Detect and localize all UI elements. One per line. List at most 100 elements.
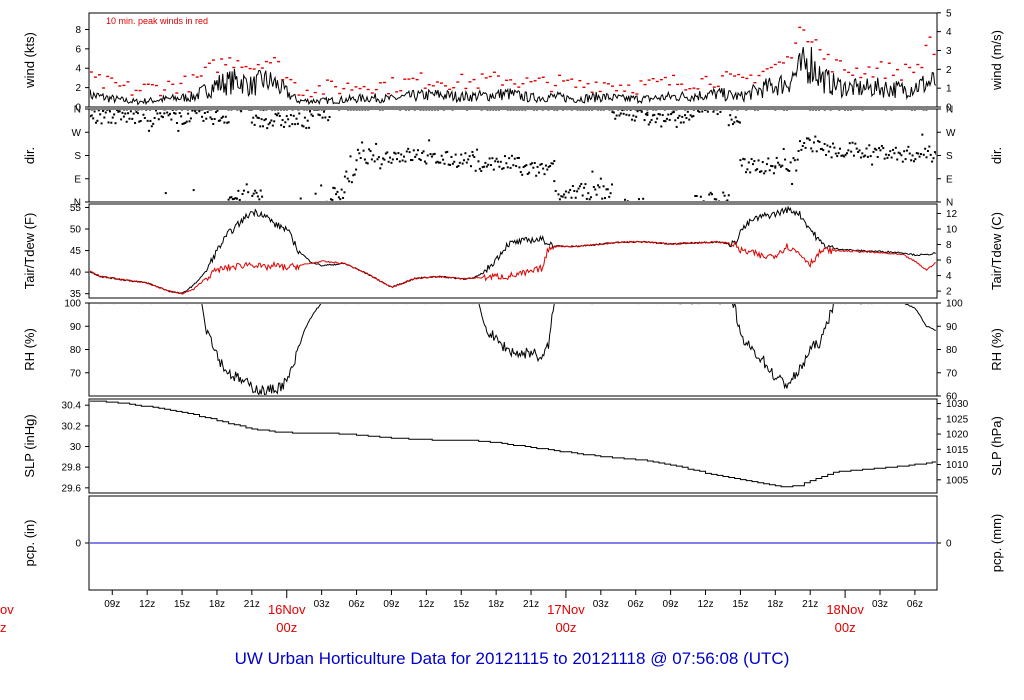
direction-point xyxy=(551,162,554,165)
direction-point xyxy=(161,116,164,119)
direction-point xyxy=(736,110,739,111)
direction-point xyxy=(365,161,368,164)
direction-point xyxy=(157,118,160,121)
wind-peak-mark xyxy=(659,78,663,81)
direction-point xyxy=(386,151,389,154)
clipped-day-label: ov xyxy=(0,602,14,617)
direction-point xyxy=(274,110,277,111)
wind-peak-mark xyxy=(439,82,443,84)
direction-point xyxy=(222,115,225,118)
direction-point xyxy=(932,157,935,160)
direction-point xyxy=(192,189,195,192)
right-tick-label-temp-0: 2 xyxy=(946,287,952,298)
direction-point xyxy=(160,115,163,118)
direction-point xyxy=(675,125,678,128)
wind-peak-mark xyxy=(350,89,354,91)
direction-point xyxy=(576,110,579,111)
wind-peak-mark xyxy=(676,83,680,86)
direction-point xyxy=(366,162,369,165)
direction-point xyxy=(549,165,552,168)
direction-point xyxy=(879,149,882,152)
direction-point xyxy=(677,116,680,119)
direction-point xyxy=(829,145,832,148)
direction-point xyxy=(195,110,198,111)
direction-point xyxy=(653,113,656,116)
direction-point xyxy=(701,110,704,113)
wind-peak-mark xyxy=(704,75,708,78)
direction-point xyxy=(340,188,343,191)
direction-point xyxy=(97,110,100,112)
direction-point xyxy=(496,160,499,163)
direction-point xyxy=(883,157,886,160)
direction-point xyxy=(521,110,524,111)
direction-point xyxy=(471,154,474,157)
direction-point xyxy=(352,110,355,111)
direction-point xyxy=(306,110,309,111)
direction-point xyxy=(761,161,764,164)
direction-point xyxy=(903,150,906,153)
direction-point xyxy=(911,154,914,157)
direction-point xyxy=(449,163,452,166)
wind-peak-mark xyxy=(142,83,146,86)
series-temp-Tdew xyxy=(90,240,936,295)
direction-point xyxy=(823,110,826,111)
wind-peak-mark xyxy=(566,79,570,81)
direction-point xyxy=(581,194,584,197)
direction-point xyxy=(358,152,361,155)
direction-point xyxy=(925,156,928,159)
direction-point xyxy=(379,167,382,170)
direction-point xyxy=(789,161,792,164)
direction-point xyxy=(321,116,324,119)
direction-point xyxy=(642,197,645,200)
direction-point xyxy=(634,110,637,111)
direction-point xyxy=(181,122,184,125)
wind-peak-mark xyxy=(680,83,684,85)
direction-point xyxy=(461,162,464,165)
direction-point xyxy=(716,113,719,116)
wind-peak-mark xyxy=(183,75,187,78)
direction-point xyxy=(239,110,242,111)
direction-point xyxy=(889,150,892,153)
panel-frame-slp xyxy=(88,398,938,494)
direction-point xyxy=(124,112,127,115)
direction-point xyxy=(577,187,580,190)
direction-point xyxy=(345,170,348,173)
direction-point xyxy=(191,110,194,112)
direction-point xyxy=(107,121,110,124)
direction-point xyxy=(210,118,213,121)
direction-point xyxy=(585,110,588,111)
direction-point xyxy=(518,166,521,169)
direction-point xyxy=(267,123,270,126)
wind-peak-mark xyxy=(90,71,93,73)
direction-point xyxy=(539,163,542,166)
ylabel-right-dir: dir. xyxy=(989,147,1004,164)
right-tick-label-slp-1: 1010 xyxy=(946,460,969,471)
direction-point xyxy=(516,157,519,160)
direction-point xyxy=(494,160,497,163)
direction-point xyxy=(167,114,170,117)
direction-point xyxy=(90,114,93,117)
direction-point xyxy=(446,150,449,153)
direction-point xyxy=(610,183,613,186)
left-tick-label-wind-2: 4 xyxy=(75,64,81,75)
direction-point xyxy=(623,110,626,111)
direction-point xyxy=(727,124,730,127)
direction-point xyxy=(413,110,416,111)
wind-peak-mark xyxy=(639,80,643,82)
direction-point xyxy=(784,158,787,161)
direction-point xyxy=(443,162,446,165)
wind-peak-mark xyxy=(321,93,325,95)
direction-point xyxy=(437,161,440,164)
direction-point xyxy=(542,167,545,170)
x-tick-label-15: 12z xyxy=(697,599,713,610)
wind-peak-mark xyxy=(533,80,537,82)
direction-point xyxy=(129,110,132,113)
direction-point xyxy=(871,163,874,166)
direction-point xyxy=(468,155,471,158)
wind-peak-mark xyxy=(358,87,362,90)
direction-point xyxy=(730,110,733,111)
direction-point xyxy=(143,116,146,119)
direction-point xyxy=(535,110,538,111)
wind-peak-mark xyxy=(240,66,244,69)
direction-point xyxy=(320,110,323,111)
